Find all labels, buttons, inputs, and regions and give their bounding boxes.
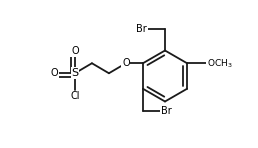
Text: S: S <box>71 68 78 78</box>
Text: O: O <box>122 58 130 68</box>
Text: O: O <box>50 68 58 78</box>
Text: OCH$_3$: OCH$_3$ <box>207 57 233 70</box>
Text: Br: Br <box>161 106 172 116</box>
Text: Cl: Cl <box>70 91 80 101</box>
Text: Br: Br <box>136 24 147 33</box>
Text: O: O <box>71 46 79 56</box>
